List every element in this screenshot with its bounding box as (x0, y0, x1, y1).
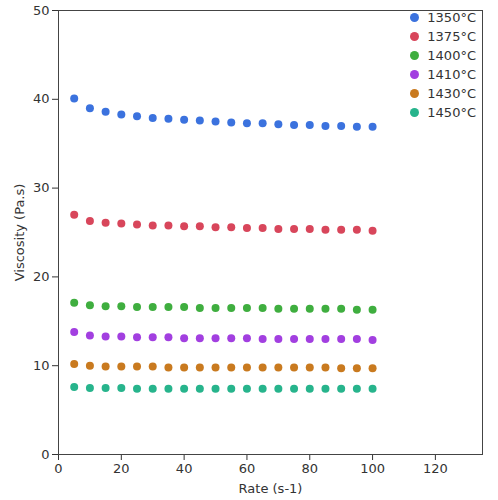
svg-text:10: 10 (33, 358, 50, 373)
svg-text:Viscosity (Pa.s): Viscosity (Pa.s) (12, 184, 27, 282)
svg-text:Rate (s-1): Rate (s-1) (239, 481, 303, 496)
html-text:1375°C: 1375°C (427, 29, 476, 44)
svg-text:50: 50 (33, 3, 50, 18)
svg-text:40: 40 (33, 91, 50, 106)
svg-text:60: 60 (239, 461, 256, 476)
html-text:1350°C: 1350°C (427, 10, 476, 25)
svg-text:0: 0 (41, 447, 49, 462)
html-text:1400°C: 1400°C (427, 48, 476, 63)
svg-text:120: 120 (423, 461, 448, 476)
svg-text:40: 40 (176, 461, 193, 476)
html-text:1410°C: 1410°C (427, 67, 476, 82)
svg-text:80: 80 (301, 461, 318, 476)
svg-text:20: 20 (33, 269, 50, 284)
svg-text:100: 100 (360, 461, 385, 476)
html-text:1430°C: 1430°C (427, 86, 476, 101)
svg-text:20: 20 (113, 461, 130, 476)
svg-text:0: 0 (54, 461, 62, 476)
html-text:1450°C: 1450°C (427, 105, 476, 120)
svg-text:30: 30 (33, 180, 50, 195)
